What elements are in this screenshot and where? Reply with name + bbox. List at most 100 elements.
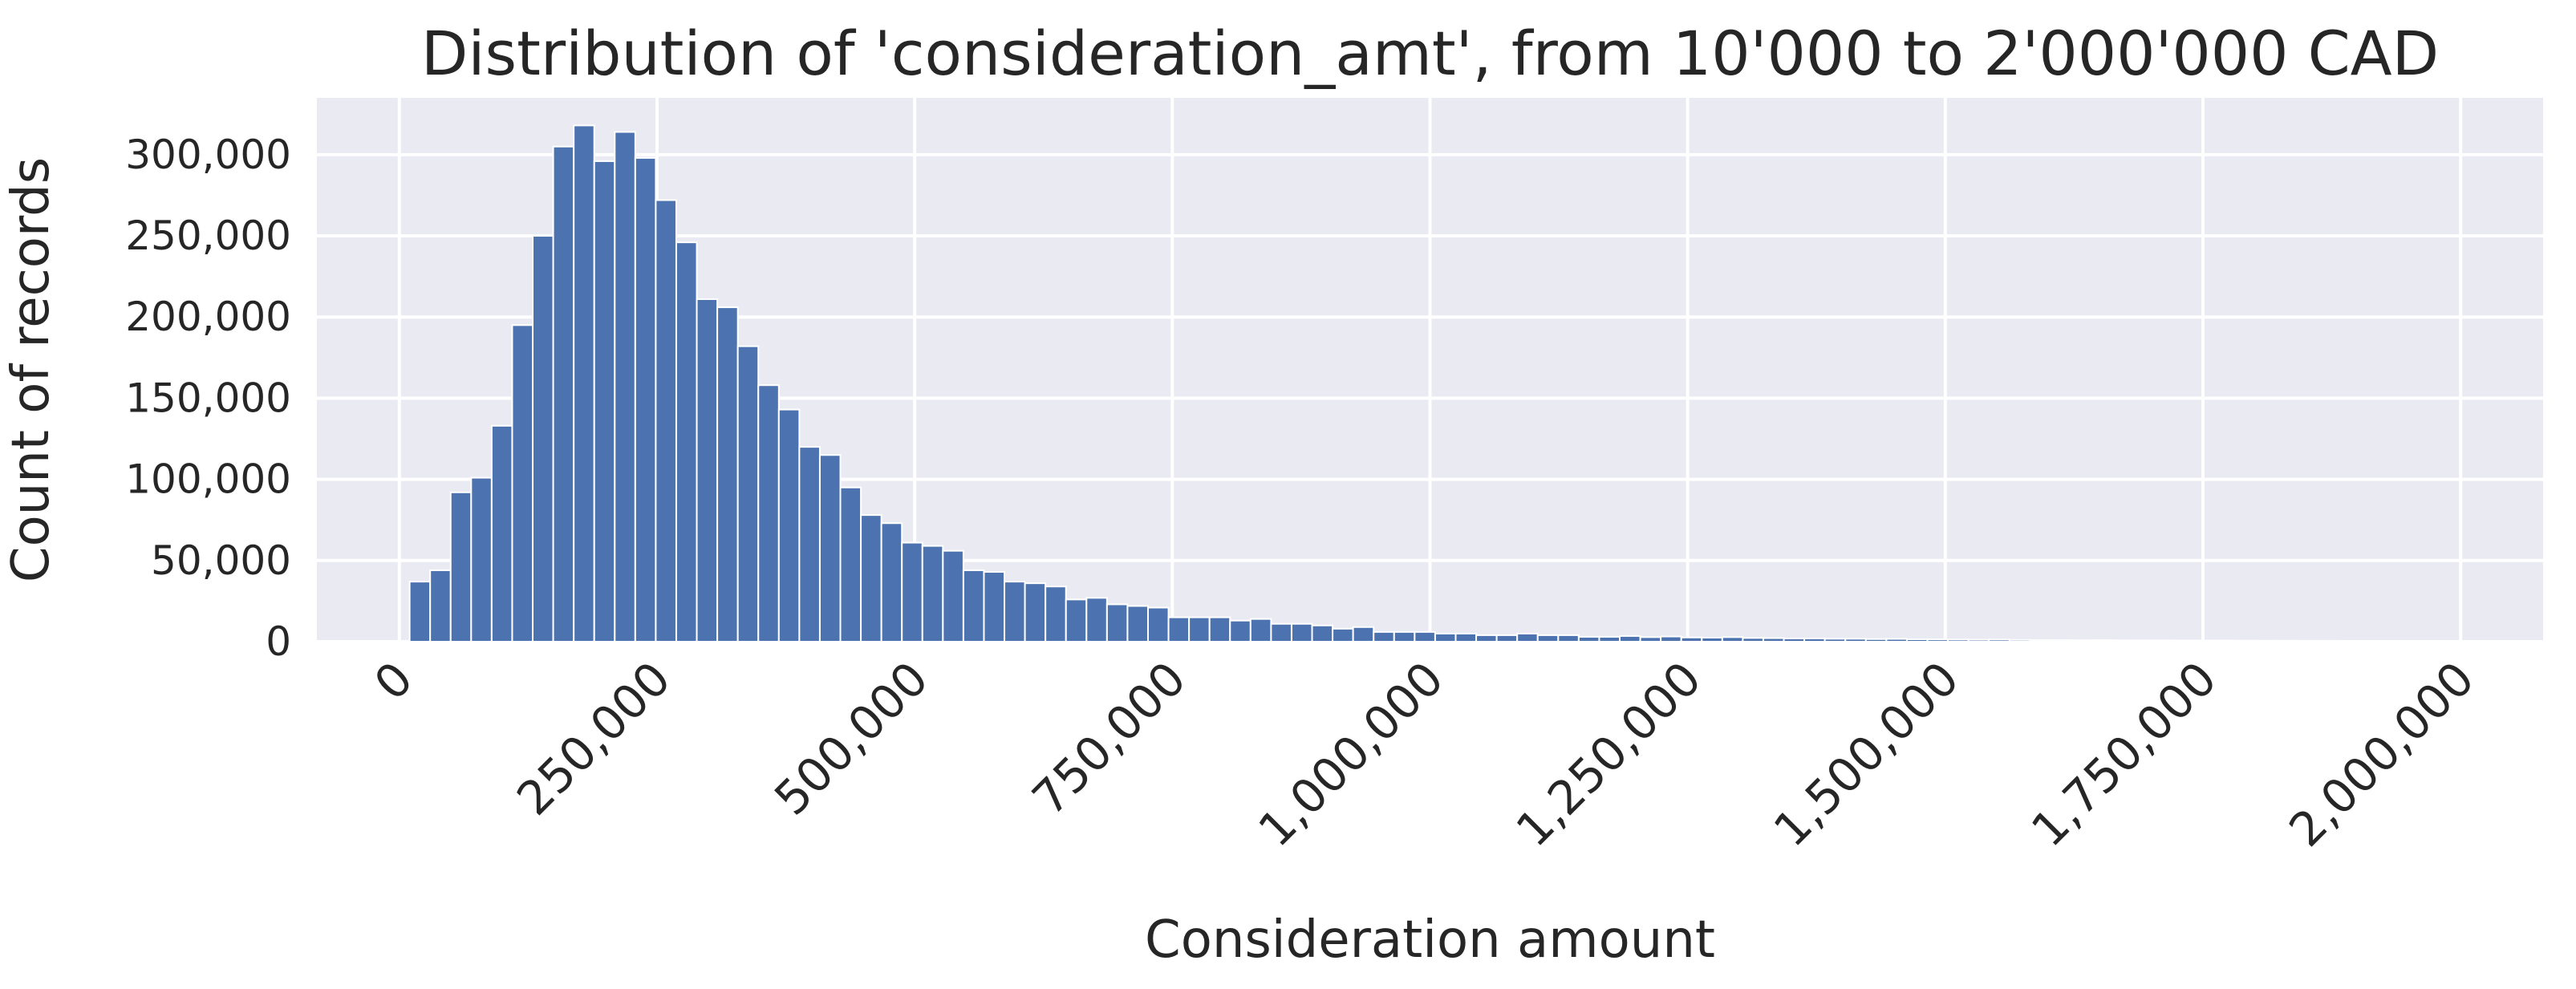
histogram-bar <box>2357 639 2379 642</box>
histogram-bar <box>1126 605 1150 642</box>
histogram-bar <box>1085 597 1108 642</box>
histogram-bar <box>1167 616 1191 642</box>
x-tick-label: 750,000 <box>1022 651 1197 826</box>
y-tick-label: 50,000 <box>151 537 291 584</box>
histogram-bar <box>1393 630 1416 642</box>
histogram-bar <box>1188 616 1211 642</box>
histogram-bar <box>839 486 862 642</box>
histogram-bar <box>1536 634 1560 643</box>
histogram-bar <box>880 522 903 642</box>
histogram-bar <box>1905 638 1929 642</box>
histogram-bar <box>2275 639 2298 642</box>
x-tick-label: 250,000 <box>506 651 681 826</box>
y-tick-label: 100,000 <box>125 456 291 503</box>
histogram-bar <box>777 408 801 642</box>
histogram-bar <box>490 424 513 642</box>
histogram-bar <box>2439 640 2462 642</box>
histogram-bar <box>1311 624 1334 642</box>
histogram-bar <box>1373 630 1395 642</box>
histogram-bar <box>449 491 473 642</box>
histogram-bar <box>2419 640 2441 642</box>
x-tick-label: 1,250,000 <box>1506 651 1712 857</box>
histogram-bar <box>1844 638 1867 642</box>
histogram-bar <box>1803 637 1826 642</box>
y-tick-label: 300,000 <box>125 132 291 178</box>
histogram-bar <box>962 569 985 643</box>
histogram-bar <box>1762 637 1785 643</box>
histogram-bar <box>1414 630 1436 642</box>
histogram-bar <box>1352 626 1375 643</box>
x-tick-label: 1,500,000 <box>1763 651 1970 857</box>
y-tick-labels: 0 50,000 100,000 150,000 200,000 250,000 300,0… <box>125 132 291 665</box>
histogram-bar <box>655 199 677 643</box>
histogram-bar <box>1988 638 2010 643</box>
histogram-bar <box>1721 636 1744 642</box>
histogram-bar <box>2233 639 2257 642</box>
histogram-bar <box>736 345 760 642</box>
histogram-bar <box>1660 635 1682 642</box>
histogram-bar <box>1742 637 1764 643</box>
histogram-bar <box>1229 619 1251 643</box>
y-axis-label: Count of records <box>2 157 61 582</box>
histogram-bar <box>1639 636 1662 642</box>
histogram-bar <box>2152 639 2175 643</box>
histogram-bar <box>1004 581 1026 642</box>
histogram-bar <box>1065 598 1088 642</box>
histogram-bar <box>921 545 944 643</box>
histogram-bar <box>2336 639 2359 642</box>
x-tick-label: 2,000,000 <box>2278 651 2485 857</box>
histogram-bar <box>696 298 719 642</box>
histogram-bar <box>2295 639 2318 642</box>
histogram-bar <box>1947 638 1970 643</box>
histogram-bar <box>614 131 636 643</box>
bars <box>408 124 2462 643</box>
histogram-bar <box>1516 632 1539 643</box>
histogram-bar <box>2049 638 2072 643</box>
histogram-bar <box>1783 637 1806 642</box>
histogram-bar <box>901 541 923 642</box>
histogram-bar <box>2070 639 2093 643</box>
histogram-bar <box>1434 632 1457 643</box>
histogram-bar <box>552 145 575 642</box>
histogram-bar <box>1208 616 1231 642</box>
histogram-bar <box>1454 632 1478 643</box>
x-tick-label: 500,000 <box>764 651 939 826</box>
histogram-bar <box>1823 638 1847 642</box>
histogram-bar <box>593 160 616 643</box>
histogram-bar <box>798 446 821 643</box>
histogram-bar <box>716 306 739 642</box>
histogram-bar <box>2254 639 2278 642</box>
x-tick-labels: 0 250,000 500,000 750,000 1,000,000 1,250,000… <box>363 651 2485 857</box>
histogram-bar <box>1926 638 1949 642</box>
histogram-bar <box>1249 618 1272 642</box>
histogram-bar <box>470 476 493 643</box>
histogram-bar <box>2132 639 2154 643</box>
histogram-bar <box>2172 639 2195 643</box>
histogram-bar <box>573 124 595 643</box>
histogram-bar <box>2029 638 2051 643</box>
histogram-bar <box>1864 638 1888 642</box>
histogram-bar <box>1619 634 1641 643</box>
histogram-bar <box>1290 622 1313 642</box>
histogram-bar <box>1045 586 1067 642</box>
histogram-bar <box>860 514 882 643</box>
x-tick-label: 1,750,000 <box>2021 651 2227 857</box>
histogram-bar <box>2398 640 2421 642</box>
histogram-bar <box>2316 639 2339 642</box>
histogram-bar <box>675 241 698 642</box>
histogram-bar <box>634 156 657 642</box>
histogram-bar <box>1577 635 1600 642</box>
histogram-bar <box>2091 639 2113 643</box>
histogram-bar <box>1332 627 1354 643</box>
y-tick-label: 0 <box>266 618 291 665</box>
y-tick-label: 200,000 <box>125 294 291 340</box>
chart-title: Distribution of 'consideration_amt', fro… <box>421 18 2439 89</box>
histogram-bar <box>1105 603 1129 642</box>
histogram-bar <box>532 235 554 642</box>
histogram-bar <box>1024 582 1047 643</box>
y-tick-label: 150,000 <box>125 375 291 421</box>
histogram-bar <box>1270 622 1292 642</box>
histogram-bar <box>2213 639 2236 643</box>
x-tick-label: 0 <box>363 651 423 711</box>
